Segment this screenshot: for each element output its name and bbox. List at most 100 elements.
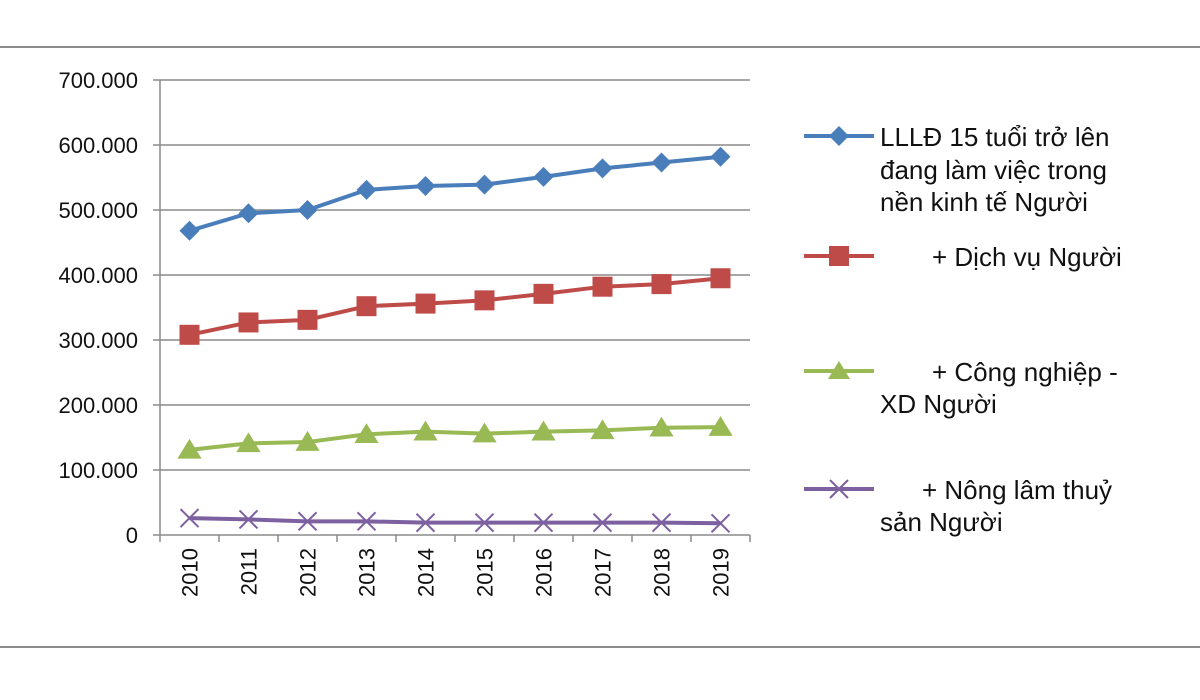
x-marker [474, 512, 495, 533]
x-tick-label: 2012 [296, 548, 321, 597]
series-line [188, 154, 721, 233]
triangle-marker [236, 432, 261, 453]
square-marker [710, 268, 731, 289]
x-marker [829, 479, 849, 499]
series-4 [179, 508, 731, 534]
y-tick-label: 200.000 [58, 393, 138, 418]
legend-label: + Dịch vụ Người [932, 242, 1122, 272]
x-tick-label: 2017 [591, 548, 616, 597]
triangle-marker [177, 438, 202, 459]
top-divider [0, 46, 1200, 48]
triangle-marker [531, 420, 556, 441]
square-marker [592, 276, 613, 297]
x-axis-ticks: 2010 2011 2012 2013 2014 2015 2016 2017 2018 2019 [159, 535, 751, 597]
x-marker-stroke [238, 509, 259, 530]
square-marker [297, 309, 318, 330]
x-tick-label: 2019 [709, 548, 734, 597]
triangle-marker [590, 419, 615, 440]
x-marker [297, 511, 318, 532]
diamond-marker [297, 200, 318, 220]
legend-entry-3: + Công nghiệp -XD Người [804, 357, 1118, 419]
x-marker-stroke [651, 512, 672, 533]
diamond-marker [179, 220, 200, 241]
square-marker [474, 290, 495, 311]
x-tick-label: 2016 [532, 548, 557, 597]
square-marker [238, 312, 259, 333]
square-marker [829, 246, 849, 266]
series-2 [179, 268, 731, 345]
x-marker-stroke [829, 479, 849, 499]
x-marker-stroke [474, 512, 495, 533]
square-marker [356, 296, 377, 317]
series-1 [179, 146, 731, 241]
diamond-marker [533, 166, 554, 187]
triangle-marker [649, 416, 674, 437]
diamond-marker [356, 179, 377, 200]
y-tick-label: 300.000 [58, 328, 138, 353]
legend-label: XD Người [880, 389, 997, 419]
y-tick-label: 600.000 [58, 133, 138, 158]
x-marker [238, 509, 259, 530]
diamond-marker [415, 175, 436, 196]
diamond-marker [710, 146, 731, 167]
x-marker [179, 508, 200, 528]
x-tick-label: 2015 [473, 548, 498, 597]
square-marker [415, 293, 436, 314]
y-tick-label: 400.000 [58, 263, 138, 288]
legend-label: + Nông lâm thuỷ [922, 475, 1112, 505]
triangle-marker [828, 361, 850, 379]
diamond-marker [829, 126, 849, 146]
y-tick-label: 700.000 [58, 68, 138, 93]
square-marker [651, 274, 672, 295]
legend-entry-2: + Dịch vụ Người [804, 242, 1122, 272]
x-tick-label: 2018 [650, 548, 675, 597]
legend-label: đang làm việc trong [880, 155, 1107, 185]
triangle-marker [472, 422, 497, 443]
x-marker-stroke [415, 512, 436, 533]
triangle-marker [295, 431, 320, 451]
y-axis-ticks: 0 100.000 200.000 300.000 400.000 500.000 600.… [58, 68, 160, 548]
x-marker [710, 513, 731, 534]
square-marker [179, 324, 200, 345]
x-tick-label: 2010 [178, 548, 203, 597]
axes [159, 80, 750, 536]
x-marker-stroke [356, 511, 377, 532]
triangle-marker [708, 416, 733, 436]
legend-label: LLLĐ 15 tuổi trở lên [880, 122, 1110, 152]
x-marker-stroke [710, 513, 731, 534]
legend-label: nền kinh tế Người [880, 187, 1088, 217]
diamond-marker [238, 203, 259, 224]
series-line [189, 516, 721, 526]
x-marker [415, 512, 436, 533]
series-3 [177, 416, 733, 459]
x-marker [651, 512, 672, 533]
x-marker-stroke [533, 512, 554, 533]
legend-label: sản Người [880, 507, 1003, 537]
diamond-marker [651, 152, 672, 173]
series-line [189, 425, 721, 452]
x-tick-label: 2014 [414, 548, 439, 597]
diamond-marker [592, 158, 613, 179]
x-marker-stroke [297, 511, 318, 532]
triangle-marker [413, 420, 438, 441]
y-tick-label: 0 [126, 523, 138, 548]
x-tick-label: 2011 [237, 548, 262, 595]
x-tick-label: 2013 [355, 548, 380, 597]
y-tick-label: 100.000 [58, 458, 138, 483]
x-marker [592, 512, 613, 533]
legend-label: + Công nghiệp - [932, 357, 1118, 387]
series-line [189, 276, 721, 337]
diamond-marker [474, 174, 495, 195]
series-group [177, 146, 733, 534]
triangle-marker [354, 423, 379, 444]
x-marker-stroke [179, 508, 200, 528]
bottom-divider [0, 646, 1200, 648]
square-marker [533, 283, 554, 304]
x-marker [356, 511, 377, 532]
y-tick-label: 500.000 [58, 198, 138, 223]
x-marker-stroke [592, 512, 613, 533]
